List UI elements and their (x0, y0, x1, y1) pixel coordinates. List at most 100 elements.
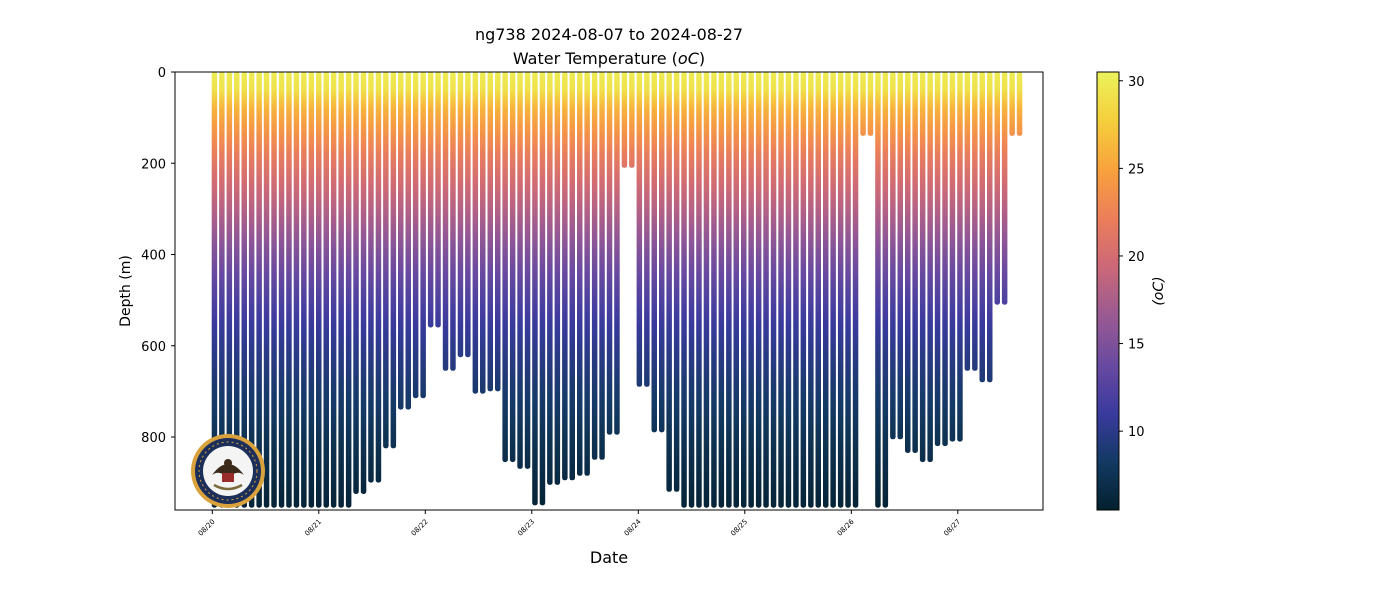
profile-bar (286, 72, 292, 508)
colorbar-label-unit: o (1151, 292, 1167, 301)
y-axis-label: Depth (m) (118, 255, 134, 327)
profile-bar (524, 72, 531, 469)
profile-bar (383, 72, 389, 449)
profile-bar (450, 72, 456, 371)
profile-bar (241, 72, 247, 508)
x-tick-label: 08/24 (623, 517, 643, 537)
profile-bar (912, 72, 918, 453)
profile-bar (495, 72, 501, 392)
colorbar-tick-label: 10 (1128, 425, 1145, 440)
profile-bar (509, 72, 516, 463)
profile-bar (427, 72, 434, 328)
profile-bar (800, 72, 807, 508)
profile-bar (897, 72, 903, 440)
profile-bar (577, 72, 583, 476)
profile-bar (964, 72, 971, 371)
profile-bar (480, 72, 486, 394)
profile-bar (785, 72, 792, 508)
profile-bar (927, 72, 933, 463)
profile-bar (659, 72, 665, 433)
chart-subtitle-close: ) (699, 49, 705, 68)
profile-bar (994, 72, 1000, 305)
profile-bar (547, 72, 553, 485)
profile-bar (248, 72, 255, 508)
profile-bar (629, 72, 635, 168)
profile-bar (823, 72, 829, 508)
profile-bar (487, 72, 493, 392)
x-axis-label: Date (590, 548, 628, 567)
profile-bar (360, 72, 367, 494)
profile-bar (614, 72, 620, 435)
y-axis: 0 200 400 600 800 (141, 66, 175, 446)
profile-bar (1009, 72, 1015, 136)
profile-bar (681, 72, 687, 508)
profile-bar (778, 72, 784, 508)
profile-bar (949, 72, 956, 442)
profile-bar (234, 72, 240, 508)
profile-bar (390, 72, 397, 449)
profile-bar (271, 72, 277, 508)
profile-bar (293, 72, 300, 508)
profile-bar (979, 72, 985, 383)
profile-bar (420, 72, 426, 399)
profile-bar (882, 72, 889, 508)
profile-bar (972, 72, 978, 371)
profile-bar (852, 72, 859, 508)
chart-subtitle-text: Water Temperature ( (513, 49, 678, 68)
colorbar-tick-label: 25 (1128, 162, 1145, 177)
profile-bar (368, 72, 374, 483)
profile-bar (323, 72, 329, 508)
chart-subtitle: Water Temperature (oC) (513, 49, 705, 68)
profile-bar (957, 72, 963, 442)
profile-bar (442, 72, 449, 371)
profile-bar (606, 72, 613, 435)
profile-bar (718, 72, 725, 508)
x-tick-label: 08/22 (410, 518, 430, 538)
profile-bar (405, 72, 411, 410)
profile-bar (815, 72, 821, 508)
profile-bar (330, 72, 337, 508)
chart-subtitle-unit: oC (678, 49, 700, 68)
x-tick-label: 08/23 (516, 518, 536, 538)
profile-bar (875, 72, 881, 508)
profile-bar (711, 72, 717, 508)
profile-bar (457, 72, 464, 358)
profile-bar (621, 72, 628, 168)
profile-bar (666, 72, 672, 492)
profile-bar (987, 72, 993, 383)
profile-bar (755, 72, 762, 508)
profile-bar (1016, 72, 1023, 136)
profile-bar (398, 72, 404, 410)
profile-bar (763, 72, 769, 508)
profile-bar (748, 72, 754, 508)
profile-bar (338, 72, 344, 508)
profile-bar (867, 72, 874, 136)
profile-bar (316, 72, 322, 508)
x-axis: 08/20 08/21 08/22 08/23 08/24 08/25 08/26 08/27 (197, 510, 962, 538)
profile-bar (562, 72, 568, 481)
profile-bar (278, 72, 285, 508)
profile-bar (890, 72, 896, 440)
profile-bar (584, 72, 590, 476)
profile-bar (703, 72, 710, 508)
profile-bar (942, 72, 948, 447)
profile-bar (219, 72, 225, 508)
profile-bar (308, 72, 315, 508)
profile-bar (860, 72, 866, 136)
colorbar-tick-label: 30 (1128, 75, 1145, 90)
profiles-layer (211, 72, 1023, 508)
x-tick-label: 08/20 (197, 518, 217, 538)
profile-bar (532, 72, 538, 506)
profile-bar (226, 72, 233, 508)
chart-title: ng738 2024-08-07 to 2024-08-27 (475, 25, 743, 44)
profile-bar (591, 72, 598, 460)
profile-bar (636, 72, 643, 387)
profile-bar (845, 72, 851, 508)
profile-bar (211, 72, 218, 508)
profile-bar (1001, 72, 1008, 305)
profile-bar (353, 72, 359, 494)
profile-bar (837, 72, 844, 508)
profile-bar (345, 72, 352, 508)
y-tick-label: 800 (141, 431, 166, 446)
